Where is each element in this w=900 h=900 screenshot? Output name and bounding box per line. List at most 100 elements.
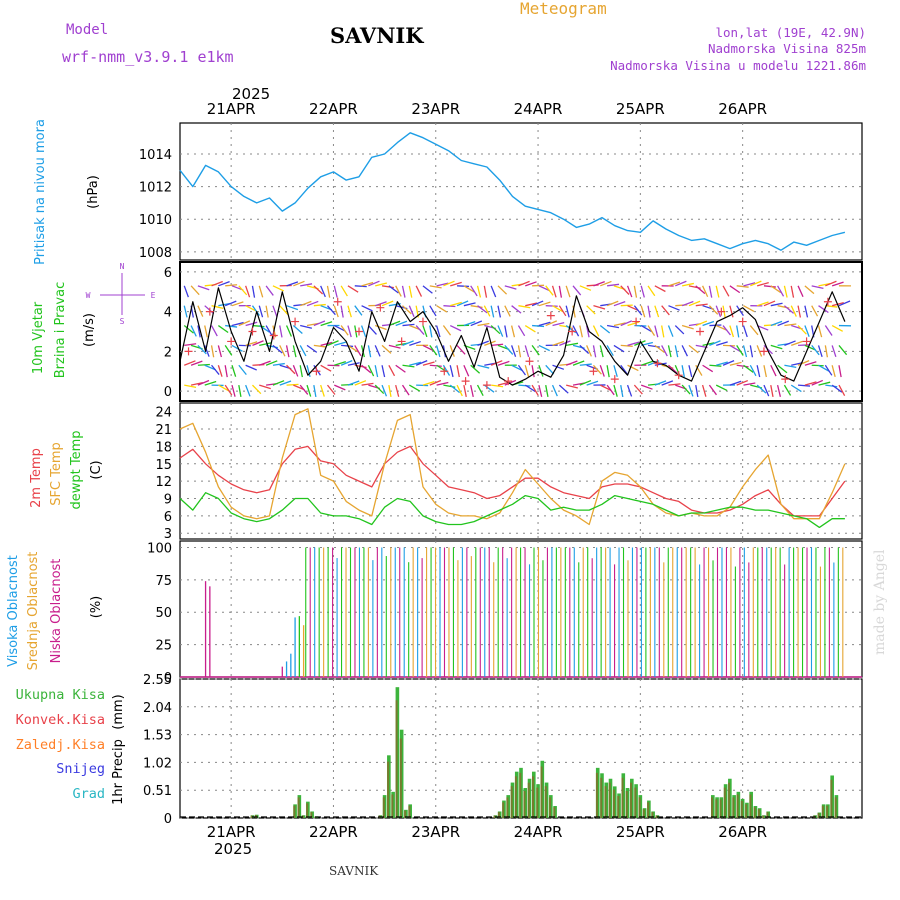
wind-arrow: [709, 364, 722, 367]
precip-bar-conv: [745, 804, 748, 818]
wind-arrow: [334, 384, 346, 391]
wind-axis-title: 10m Vjetar Brzina i Pravac (m/s): [31, 282, 97, 379]
wind-arrow: [620, 385, 624, 398]
wind-arrow: [702, 342, 715, 347]
precip-bar-conv: [514, 776, 517, 818]
wind-arrow: [490, 360, 503, 366]
wind-arrow: [756, 345, 763, 357]
x-tick-label-top: 24APR: [514, 100, 563, 118]
wind-arrow: [763, 285, 776, 288]
wind-arrow: [497, 285, 508, 295]
wind-arrow: [470, 320, 483, 327]
wind-arrow: [463, 321, 476, 327]
wind-arrow: [204, 305, 215, 315]
precip-bar-conv: [715, 799, 718, 818]
y-tick-label: 25: [155, 639, 172, 654]
wind-arrow: [285, 345, 290, 358]
wind-arrow: [320, 364, 332, 372]
wind-arrow: [422, 344, 434, 352]
wind-arrow: [204, 345, 210, 357]
wind-arrow: [504, 305, 511, 317]
wind-arrow: [511, 305, 522, 314]
precip-bar-conv: [531, 776, 534, 818]
wind-arrow: [409, 384, 421, 392]
wind-arrow: [620, 320, 633, 327]
wind-arrow: [449, 384, 460, 394]
wind-arrow: [517, 364, 527, 376]
precip-bar-conv: [612, 789, 615, 818]
wind-arrow: [838, 300, 851, 307]
precip-unit: (mm): [111, 694, 126, 729]
wind-arrow: [334, 324, 346, 332]
wind-arrow: [613, 384, 618, 397]
wind-arrow: [251, 305, 260, 316]
wind-arrow: [456, 384, 463, 397]
x-tick-label-bottom: 22APR: [309, 823, 358, 841]
wind-arrow: [279, 380, 292, 386]
wind-arrow: [429, 345, 438, 356]
wind-arrow: [279, 305, 289, 315]
watermark: made by Angel: [872, 549, 888, 655]
footer-station: SAVNIK: [329, 864, 379, 878]
wind-arrow: [272, 305, 278, 318]
wind-arrow: [702, 320, 715, 327]
wind-arrow: [374, 384, 385, 395]
wind-arrow: [770, 320, 783, 327]
lonlat-text: lon,lat (19E, 42.9N): [715, 25, 866, 40]
wind-arrow: [668, 305, 680, 311]
wind-arrow: [286, 383, 299, 386]
y-tick-label: 0: [164, 385, 172, 400]
pressure-unit: (hPa): [86, 175, 101, 209]
wind-arrow: [640, 305, 646, 318]
x-tick-label-top: 23APR: [411, 100, 460, 118]
wind-arrow: [606, 324, 620, 329]
wind-arrow: [299, 300, 312, 307]
wind-gust-mark: [525, 357, 534, 366]
wind-arrow: [784, 364, 797, 369]
legend-graupel: Grad: [72, 786, 105, 802]
wind-arrow: [183, 305, 188, 318]
compass-e: E: [151, 291, 156, 300]
wind-arrow: [402, 323, 415, 327]
wind-arrow: [381, 365, 386, 378]
precip-bar-conv: [519, 772, 522, 818]
wind-arrow: [538, 384, 543, 397]
wind-arrow: [524, 365, 530, 377]
wind-arrow: [627, 305, 639, 312]
wind-arrow: [545, 364, 555, 375]
wind-arrow: [184, 360, 196, 366]
wind-arrow: [708, 285, 713, 298]
wind-arrow: [607, 283, 620, 287]
wind-arrow: [715, 384, 728, 391]
precip-bar-conv: [493, 815, 496, 818]
precip-bar-conv: [497, 812, 500, 818]
precip-bar-conv: [749, 794, 752, 818]
wind-gust-mark: [269, 331, 278, 340]
cloud-axis-title: Visoka Oblacnost Srednja Oblacnost Niska…: [6, 552, 104, 671]
wind-arrow: [401, 285, 406, 298]
precip-bar-conv: [502, 802, 505, 818]
wind-arrow: [395, 320, 408, 327]
wind-arrow: [729, 305, 734, 318]
wind-arrow: [592, 345, 597, 358]
precip-bar-conv: [382, 797, 385, 818]
wind-arrow: [736, 364, 749, 368]
precip-bar-conv: [723, 787, 726, 818]
wind-arrow: [579, 285, 592, 291]
temp-line-2: [179, 492, 845, 529]
wind-arrow: [667, 345, 672, 358]
wind-arrow: [245, 384, 251, 397]
wind-arrow: [674, 345, 679, 358]
wind-arrow: [259, 342, 272, 347]
precip-bar-conv: [404, 810, 407, 818]
wind-arrow: [517, 325, 526, 337]
wind-arrow: [626, 285, 633, 298]
compass-n: N: [120, 262, 125, 271]
y-tick-label: 100: [147, 541, 172, 556]
wind-arrow: [238, 364, 247, 376]
wind-arrow: [326, 305, 336, 316]
wind-arrow: [701, 384, 707, 397]
wind-arrow: [613, 344, 625, 353]
wind-arrow: [272, 380, 285, 386]
x-tick-label-top: 22APR: [309, 100, 358, 118]
